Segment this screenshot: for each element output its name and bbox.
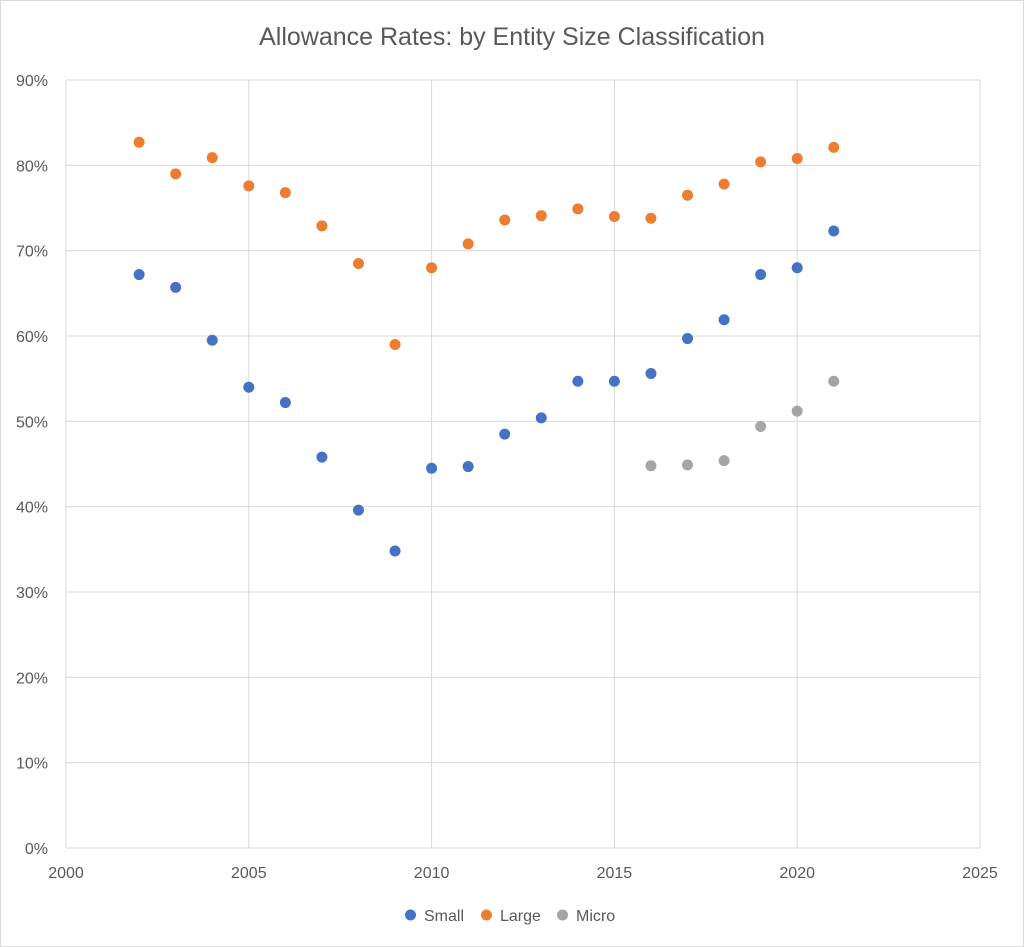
point-large (719, 179, 730, 190)
point-small (719, 314, 730, 325)
legend-item-small: Small (405, 908, 464, 925)
point-large (390, 339, 401, 350)
y-tick-label: 40% (16, 500, 48, 517)
y-tick-label: 20% (16, 670, 48, 687)
point-large (792, 153, 803, 164)
point-small (609, 376, 620, 387)
point-small (280, 397, 291, 408)
point-small (755, 269, 766, 280)
point-large (353, 258, 364, 269)
point-small (316, 452, 327, 463)
x-tick-label: 2020 (779, 865, 815, 882)
point-large (609, 211, 620, 222)
y-tick-label: 10% (16, 756, 48, 773)
point-large (426, 262, 437, 273)
legend-marker (481, 910, 492, 921)
point-small (170, 282, 181, 293)
data-points (134, 137, 840, 557)
point-micro (719, 455, 730, 466)
point-large (682, 190, 693, 201)
legend-label: Small (424, 908, 464, 925)
x-tick-label: 2015 (597, 865, 633, 882)
y-tick-label: 50% (16, 414, 48, 431)
point-large (572, 203, 583, 214)
point-micro (755, 421, 766, 432)
point-small (243, 382, 254, 393)
point-micro (682, 459, 693, 470)
legend-item-micro: Micro (557, 908, 615, 925)
x-tick-label: 2010 (414, 865, 450, 882)
x-tick-label: 2000 (48, 865, 84, 882)
point-small (536, 412, 547, 423)
legend: Small Large Micro (405, 908, 615, 925)
gridlines (66, 80, 980, 848)
point-large (316, 220, 327, 231)
point-large (499, 214, 510, 225)
point-large (645, 213, 656, 224)
point-large (463, 238, 474, 249)
y-tick-label: 80% (16, 158, 48, 175)
y-tick-label: 30% (16, 585, 48, 602)
x-axis-ticks: 2000 2005 2010 2015 2020 2025 (48, 865, 998, 882)
point-small (682, 333, 693, 344)
legend-item-large: Large (481, 908, 541, 925)
point-large (170, 168, 181, 179)
y-axis-ticks: 0% 10% 20% 30% 40% 50% 60% 70% 80% 90% (16, 73, 48, 858)
point-small (792, 262, 803, 273)
legend-marker (557, 910, 568, 921)
point-small (572, 376, 583, 387)
point-large (755, 156, 766, 167)
y-tick-label: 60% (16, 329, 48, 346)
point-small (499, 429, 510, 440)
legend-label: Micro (576, 908, 615, 925)
point-large (280, 187, 291, 198)
point-large (828, 142, 839, 153)
point-micro (828, 376, 839, 387)
x-tick-label: 2025 (962, 865, 998, 882)
point-small (463, 461, 474, 472)
point-small (353, 505, 364, 516)
point-large (134, 137, 145, 148)
point-small (645, 368, 656, 379)
point-small (207, 335, 218, 346)
point-large (243, 180, 254, 191)
chart-title: Allowance Rates: by Entity Size Classifi… (259, 23, 765, 51)
legend-marker (405, 910, 416, 921)
point-micro (792, 406, 803, 417)
point-large (207, 152, 218, 163)
y-tick-label: 70% (16, 244, 48, 261)
point-small (134, 269, 145, 280)
point-micro (645, 460, 656, 471)
y-tick-label: 90% (16, 73, 48, 90)
x-tick-label: 2005 (231, 865, 267, 882)
point-small (390, 546, 401, 557)
legend-label: Large (500, 908, 541, 925)
point-small (828, 226, 839, 237)
point-large (536, 210, 547, 221)
point-small (426, 463, 437, 474)
y-tick-label: 0% (25, 841, 48, 858)
